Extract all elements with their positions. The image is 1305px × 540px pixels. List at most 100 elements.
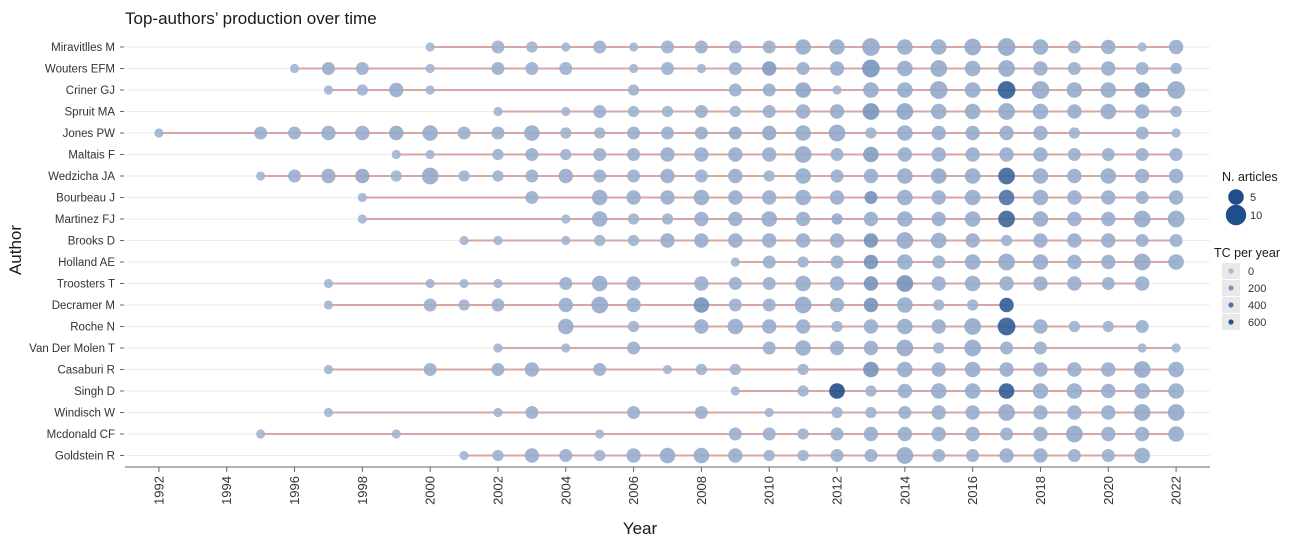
article-point [728, 427, 742, 441]
article-point [762, 298, 776, 312]
article-point [694, 40, 708, 54]
article-point [931, 362, 946, 377]
article-point [998, 210, 1015, 228]
article-point [1032, 168, 1049, 184]
article-point [797, 385, 809, 397]
article-point [1135, 126, 1149, 140]
article-point [931, 426, 946, 442]
article-point [831, 320, 843, 333]
article-point [728, 277, 742, 290]
article-point [693, 189, 710, 206]
legend-size-label: 5 [1250, 192, 1256, 204]
article-point [964, 82, 981, 98]
article-point [863, 168, 879, 184]
article-point [627, 234, 640, 247]
x-tick-label: 2008 [694, 476, 709, 505]
article-point [896, 103, 914, 120]
y-axis: Miravitlles M Wouters EFM Criner GJ Spruit … [29, 42, 124, 463]
article-point [762, 40, 776, 54]
article-point [829, 297, 845, 313]
author-label: Van Der Molen T [29, 343, 115, 355]
article-point [830, 255, 844, 269]
article-point [964, 275, 981, 292]
author-label: Jones PW [63, 128, 116, 140]
x-tick-label: 1998 [355, 476, 370, 505]
article-point [558, 297, 573, 313]
article-point [1101, 426, 1116, 442]
article-point [931, 147, 946, 162]
article-point [357, 192, 367, 203]
x-axis-title: Year [623, 519, 658, 538]
article-point [829, 233, 845, 248]
article-point [998, 167, 1015, 185]
article-point [525, 406, 539, 419]
article-point [628, 42, 639, 52]
article-point [693, 447, 710, 464]
article-point [492, 148, 504, 161]
article-point [355, 125, 370, 141]
article-point [491, 363, 505, 376]
x-tick-label: 2016 [965, 476, 980, 505]
article-point [730, 386, 740, 396]
x-tick-label: 1996 [287, 476, 302, 505]
article-point [694, 276, 709, 291]
article-point [627, 320, 640, 333]
article-point [761, 211, 778, 227]
article-point [1033, 233, 1048, 248]
article-point [660, 168, 675, 184]
article-point [626, 297, 641, 313]
article-point [795, 340, 811, 356]
article-point [561, 214, 571, 224]
article-point [930, 39, 947, 55]
article-point [795, 104, 811, 119]
article-point [1033, 319, 1048, 334]
article-point [830, 427, 844, 441]
article-point [323, 85, 334, 95]
article-point [1033, 147, 1048, 162]
article-point [795, 168, 811, 184]
article-point [862, 103, 880, 120]
article-point [964, 60, 981, 77]
article-point [932, 255, 946, 269]
article-point [998, 383, 1015, 399]
article-point [1067, 211, 1082, 227]
article-point [1102, 320, 1114, 333]
article-point [964, 318, 982, 335]
article-point [896, 339, 914, 357]
article-point [728, 448, 743, 463]
article-point [390, 170, 402, 182]
article-point [321, 125, 336, 141]
legend-size-title: N. articles [1222, 170, 1278, 184]
article-point [862, 38, 880, 56]
article-point [593, 40, 607, 54]
article-point [661, 213, 674, 225]
article-point [524, 362, 540, 377]
article-point [626, 276, 641, 291]
article-point [288, 126, 302, 140]
article-point [626, 190, 641, 205]
article-point [594, 234, 606, 247]
article-point [1101, 211, 1116, 227]
article-point [729, 363, 741, 376]
article-point [728, 126, 742, 140]
article-point [762, 319, 777, 334]
article-point [997, 81, 1016, 99]
article-point [865, 127, 877, 139]
article-point [964, 189, 981, 206]
author-label: Martinez FJ [55, 214, 115, 226]
article-point [728, 190, 743, 205]
article-point [1137, 343, 1147, 353]
article-point [831, 406, 843, 419]
x-tick-label: 1992 [151, 476, 166, 505]
article-point [1067, 405, 1082, 420]
article-point [931, 211, 946, 227]
article-point [797, 449, 809, 462]
article-point [524, 448, 540, 463]
article-point [1033, 405, 1048, 420]
x-tick-label: 2018 [1033, 476, 1048, 505]
article-point [1033, 426, 1048, 442]
author-label: Wedzicha JA [48, 171, 115, 183]
article-point [830, 169, 844, 183]
article-point [1067, 40, 1081, 54]
article-point [594, 449, 606, 462]
